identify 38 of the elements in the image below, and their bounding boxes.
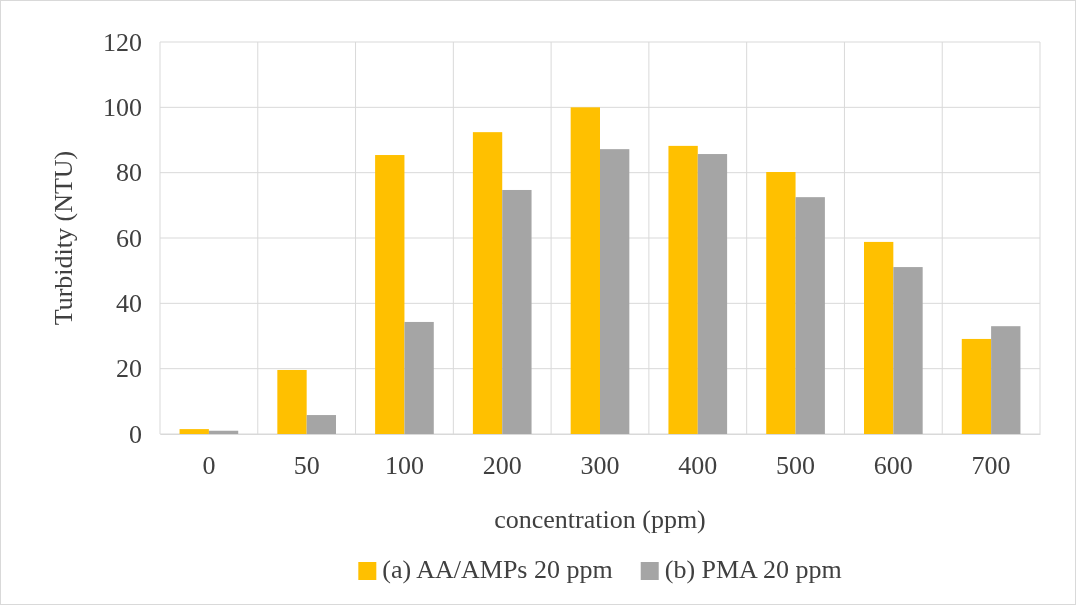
bar xyxy=(991,326,1021,434)
x-tick-label: 500 xyxy=(776,451,816,481)
y-tick-label: 0 xyxy=(129,419,142,449)
legend-label: (a) AA/AMPs 20 ppm xyxy=(382,555,613,584)
x-tick-label: 400 xyxy=(678,451,718,481)
y-tick-label: 60 xyxy=(116,223,142,253)
bar xyxy=(306,415,336,434)
y-tick-label: 100 xyxy=(103,93,142,123)
y-axis-title: Turbidity (NTU) xyxy=(49,150,78,326)
bar xyxy=(697,154,728,434)
x-tick-label: 100 xyxy=(384,451,424,481)
legend-label: (b) PMA 20 ppm xyxy=(664,555,842,584)
bar xyxy=(179,429,209,434)
y-tick-label: 20 xyxy=(116,354,142,384)
bar xyxy=(766,172,796,434)
x-tick-label: 600 xyxy=(873,451,913,481)
bar xyxy=(668,145,698,434)
x-tick-label: 0 xyxy=(202,451,216,481)
bar xyxy=(375,155,405,434)
bar xyxy=(208,430,239,434)
bar xyxy=(472,132,503,434)
y-tick-label: 120 xyxy=(103,27,142,57)
bar xyxy=(570,107,600,434)
bar xyxy=(502,189,532,434)
x-tick-label: 200 xyxy=(482,451,522,481)
bar xyxy=(864,241,894,434)
bar xyxy=(795,197,825,434)
bar xyxy=(404,321,434,434)
bar xyxy=(961,338,992,434)
bar xyxy=(600,149,630,434)
bar xyxy=(277,369,307,434)
x-tick-label: 50 xyxy=(293,451,320,481)
x-axis-title: concentration (ppm) xyxy=(494,505,706,534)
bar xyxy=(893,267,923,434)
y-tick-label: 40 xyxy=(116,289,142,319)
y-tick-label: 80 xyxy=(116,158,142,188)
x-tick-label: 700 xyxy=(971,451,1011,481)
x-tick-label: 300 xyxy=(580,451,620,481)
